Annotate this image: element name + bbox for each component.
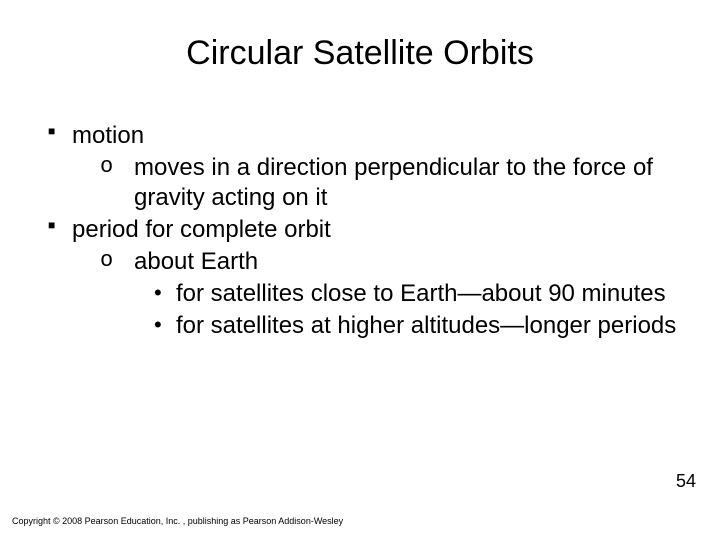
bullet-level1: motion — [28, 121, 692, 151]
slide-content: motion moves in a direction perpendicula… — [28, 121, 692, 341]
bullet-level3: for satellites at higher altitudes—longe… — [28, 311, 692, 341]
slide: Circular Satellite Orbits motion moves i… — [0, 0, 720, 540]
bullet-level2: moves in a direction perpendicular to th… — [28, 153, 692, 213]
page-number: 54 — [676, 471, 696, 492]
bullet-level3: for satellites close to Earth—about 90 m… — [28, 279, 692, 309]
bullet-level2: about Earth — [28, 247, 692, 277]
bullet-level1: period for complete orbit — [28, 215, 692, 245]
slide-title: Circular Satellite Orbits — [28, 34, 692, 73]
copyright-text: Copyright © 2008 Pearson Education, Inc.… — [12, 516, 343, 526]
